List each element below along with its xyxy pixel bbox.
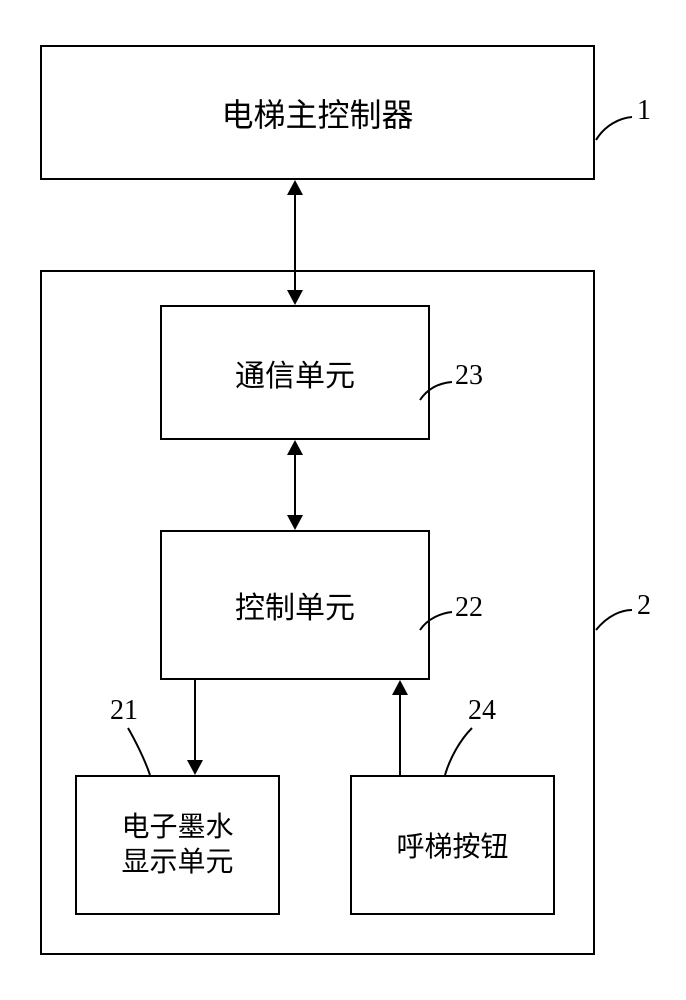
ref-label-22: 22	[455, 592, 483, 624]
ref-label-23: 23	[455, 360, 483, 392]
ref-label-1: 1	[637, 95, 651, 127]
ref-label-21: 21	[110, 695, 138, 727]
comm-unit-text: 通信单元	[235, 351, 355, 395]
main-controller-text: 电梯主控制器	[221, 90, 413, 136]
eink-display-box: 电子墨水 显示单元	[75, 775, 280, 915]
control-unit-text: 控制单元	[235, 583, 355, 627]
call-button-text: 呼梯按钮	[396, 825, 508, 865]
call-button-box: 呼梯按钮	[350, 775, 555, 915]
ref-label-2: 2	[637, 590, 651, 622]
comm-unit-box: 通信单元	[160, 305, 430, 440]
eink-display-text: 电子墨水 显示单元	[121, 810, 233, 880]
ref-label-24: 24	[468, 695, 496, 727]
control-unit-box: 控制单元	[160, 530, 430, 680]
main-controller-box: 电梯主控制器	[40, 45, 595, 180]
